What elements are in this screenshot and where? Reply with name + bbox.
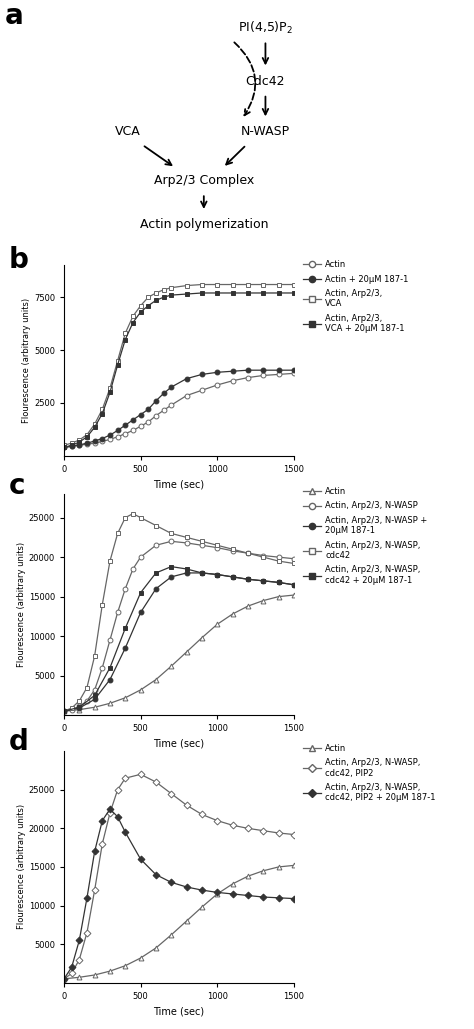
Text: d: d bbox=[9, 729, 29, 756]
X-axis label: Time (sec): Time (sec) bbox=[154, 739, 204, 749]
Text: N-WASP: N-WASP bbox=[241, 126, 290, 139]
Y-axis label: Flourescence (arbitrary units): Flourescence (arbitrary units) bbox=[22, 298, 31, 423]
X-axis label: Time (sec): Time (sec) bbox=[154, 480, 204, 490]
Text: PI(4,5)P$_2$: PI(4,5)P$_2$ bbox=[238, 20, 293, 36]
Y-axis label: Flourescence (arbitrary units): Flourescence (arbitrary units) bbox=[17, 805, 26, 929]
Legend: Actin, Actin + 20μM 187-1, Actin, Arp2/3,
VCA, Actin, Arp2/3,
VCA + 20μM 187-1: Actin, Actin + 20μM 187-1, Actin, Arp2/3… bbox=[302, 260, 409, 333]
Text: Arp2/3 Complex: Arp2/3 Complex bbox=[154, 174, 254, 187]
Text: Actin polymerization: Actin polymerization bbox=[139, 218, 268, 232]
Text: a: a bbox=[5, 2, 24, 30]
Y-axis label: Flourescence (arbitrary units): Flourescence (arbitrary units) bbox=[17, 542, 26, 667]
Text: VCA: VCA bbox=[115, 126, 141, 139]
Legend: Actin, Actin, Arp2/3, N-WASP,
cdc42, PIP2, Actin, Arp2/3, N-WASP,
cdc42, PIP2 + : Actin, Actin, Arp2/3, N-WASP, cdc42, PIP… bbox=[302, 744, 436, 803]
Text: c: c bbox=[9, 471, 25, 500]
Text: b: b bbox=[9, 246, 29, 275]
Legend: Actin, Actin, Arp2/3, N-WASP, Actin, Arp2/3, N-WASP +
20μM 187-1, Actin, Arp2/3,: Actin, Actin, Arp2/3, N-WASP, Actin, Arp… bbox=[302, 487, 428, 584]
Text: Cdc42: Cdc42 bbox=[246, 74, 285, 87]
X-axis label: Time (sec): Time (sec) bbox=[154, 1006, 204, 1017]
